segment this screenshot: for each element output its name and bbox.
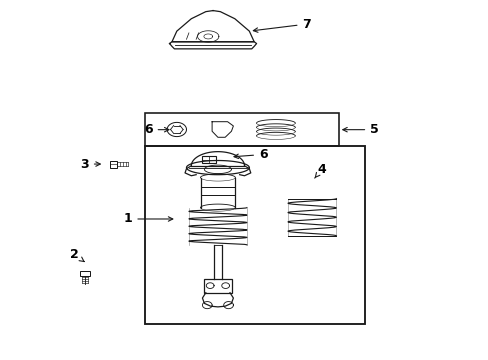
Text: 2: 2 (70, 248, 84, 262)
Bar (145, 113, 338, 146)
Text: 4: 4 (314, 163, 325, 178)
Bar (110, 161, 117, 168)
Text: 7: 7 (253, 18, 311, 32)
Bar (80, 271, 90, 276)
Text: 6: 6 (144, 123, 168, 136)
Text: 5: 5 (342, 123, 378, 136)
Bar (202, 156, 216, 163)
Text: 6: 6 (234, 148, 267, 161)
Text: 1: 1 (123, 212, 172, 225)
Text: 3: 3 (80, 158, 100, 171)
Bar (145, 146, 365, 324)
Bar (203, 279, 231, 293)
